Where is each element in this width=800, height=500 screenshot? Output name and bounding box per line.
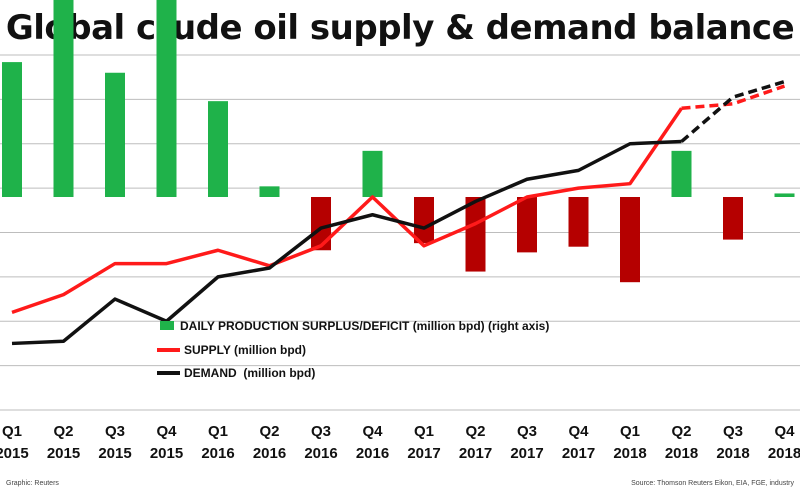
- deficit-bar: [414, 197, 434, 244]
- legend: DAILY PRODUCTION SURPLUS/DEFICIT (millio…: [157, 319, 549, 380]
- legend-label-demand: DEMAND (million bpd): [184, 366, 315, 380]
- x-tick-quarter: Q4: [774, 423, 795, 440]
- x-tick-year: 2017: [510, 445, 543, 462]
- x-tick-quarter: Q3: [311, 423, 331, 440]
- x-tick-quarter: Q1: [620, 423, 640, 440]
- deficit-bar: [620, 197, 640, 283]
- x-tick-quarter: Q4: [156, 423, 177, 440]
- surplus-bar: [53, 0, 74, 198]
- surplus-bar: [774, 193, 795, 197]
- x-tick-year: 2017: [459, 445, 492, 462]
- x-axis-ticks: Q1 2015 Q2 2015 Q3 2015 Q4 2015 Q1 2016 Q2 2016 Q3 20…: [0, 423, 800, 462]
- x-tick-quarter: Q2: [465, 423, 485, 440]
- x-tick-year: 2015: [0, 445, 29, 462]
- x-tick-quarter: Q4: [362, 423, 383, 440]
- x-tick-year: 2015: [47, 445, 80, 462]
- surplus-bar: [156, 0, 177, 198]
- x-tick-quarter: Q1: [414, 423, 434, 440]
- demand-line: [11, 139, 682, 346]
- x-tick-quarter: Q1: [208, 423, 228, 440]
- x-tick-year: 2016: [253, 445, 286, 462]
- x-tick-quarter: Q1: [2, 423, 22, 440]
- legend-label-supply: SUPPLY (million bpd): [184, 343, 306, 357]
- chart-title: Global crude oil supply & demand balance: [5, 8, 795, 48]
- x-tick-year: 2016: [201, 445, 234, 462]
- deficit-bar: [723, 197, 743, 240]
- x-tick-year: 2015: [150, 445, 183, 462]
- x-tick-quarter: Q2: [259, 423, 279, 440]
- surplus-bar: [259, 186, 280, 197]
- legend-label-surplus: DAILY PRODUCTION SURPLUS/DEFICIT (millio…: [180, 319, 549, 333]
- deficit-bar: [568, 197, 589, 247]
- x-tick-year: 2018: [665, 445, 698, 462]
- surplus-bar: [2, 62, 22, 197]
- surplus-bar: [208, 101, 228, 197]
- supply-projection-line: [681, 84, 786, 110]
- x-tick-year: 2018: [613, 445, 646, 462]
- x-tick-quarter: Q3: [105, 423, 125, 440]
- supply-demand-lines: [11, 79, 786, 346]
- deficit-bar: [517, 197, 537, 253]
- legend-swatch-surplus: [160, 321, 174, 330]
- footer-right: Source: Thomson Reuters Eikon, EIA, FGE,…: [631, 480, 794, 487]
- surplus-bar: [671, 150, 692, 197]
- surplus-deficit-bars: [2, 0, 795, 283]
- surplus-bar: [105, 72, 125, 197]
- x-tick-quarter: Q3: [517, 423, 537, 440]
- demand-projection-line: [680, 79, 786, 143]
- x-tick-year: 2015: [98, 445, 131, 462]
- x-tick-year: 2018: [716, 445, 749, 462]
- x-tick-quarter: Q2: [671, 423, 691, 440]
- grid-lines: [0, 54, 800, 411]
- x-tick-quarter: Q2: [53, 423, 73, 440]
- x-tick-year: 2016: [356, 445, 389, 462]
- x-tick-year: 2017: [407, 445, 440, 462]
- surplus-bar: [362, 150, 383, 197]
- x-tick-year: 2017: [562, 445, 595, 462]
- x-tick-year: 2016: [304, 445, 337, 462]
- deficit-bar: [311, 197, 331, 251]
- x-tick-year: 2018: [768, 445, 800, 462]
- x-tick-quarter: Q3: [723, 423, 743, 440]
- deficit-bar: [465, 197, 486, 272]
- footer-left: Graphic: Reuters: [6, 480, 59, 487]
- x-tick-quarter: Q4: [568, 423, 589, 440]
